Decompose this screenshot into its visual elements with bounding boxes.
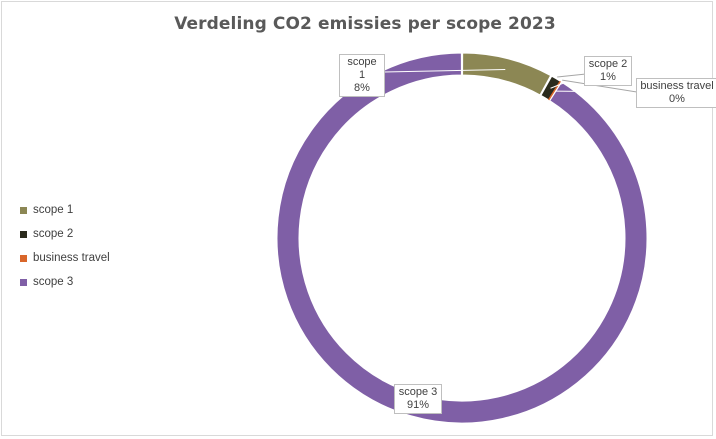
- legend-swatch-scope-2: [20, 230, 27, 238]
- data-label-business-travel-name: business travel: [640, 80, 714, 92]
- leader-connector-business-travel: [562, 79, 638, 93]
- data-label-scope-2-value: 1%: [600, 71, 616, 83]
- legend-item-scope-3: scope 3: [20, 270, 110, 294]
- slice-business-travel-marker: [547, 80, 561, 101]
- legend-swatch-scope-1: [20, 206, 27, 214]
- chart-title: Verdeling CO2 emissies per scope 2023: [174, 14, 556, 34]
- leader-line-scope-1: [383, 68, 506, 73]
- legend-label-scope-3: scope 3: [33, 276, 74, 288]
- chart-legend: scope 1 scope 2 business travel scope 3: [20, 198, 110, 294]
- data-label-scope-2-name: scope 2: [588, 58, 628, 70]
- data-label-scope-1-name: scope 1: [347, 56, 377, 81]
- legend-label-scope-2: scope 2: [33, 228, 74, 240]
- data-label-scope-2: scope 2 1%: [584, 56, 632, 86]
- data-label-scope-3-name: scope 3: [398, 386, 438, 398]
- data-label-scope-1: scope 1 8%: [339, 54, 385, 97]
- label-leader-lines: [383, 68, 638, 93]
- legend-item-scope-2: scope 2: [20, 222, 110, 246]
- leader-line-business-travel: [555, 90, 638, 93]
- leader-connector-scope-2: [557, 73, 587, 78]
- data-label-scope-3: scope 3 91%: [394, 384, 442, 414]
- doughnut-slices: [276, 52, 648, 424]
- legend-label-scope-1: scope 1: [33, 204, 74, 216]
- legend-swatch-business-travel: [20, 254, 27, 262]
- slice-scope-1: [462, 52, 552, 96]
- data-label-business-travel-value: 0%: [669, 93, 685, 105]
- legend-item-scope-1: scope 1: [20, 198, 110, 222]
- legend-item-business-travel: business travel: [20, 246, 110, 270]
- legend-label-business-travel: business travel: [33, 252, 110, 264]
- slice-scope-3: [276, 52, 648, 424]
- data-label-scope-1-value: 8%: [354, 82, 370, 94]
- legend-swatch-scope-3: [20, 278, 27, 286]
- data-label-business-travel: business travel 0%: [636, 78, 716, 108]
- data-label-scope-3-value: 91%: [406, 399, 430, 411]
